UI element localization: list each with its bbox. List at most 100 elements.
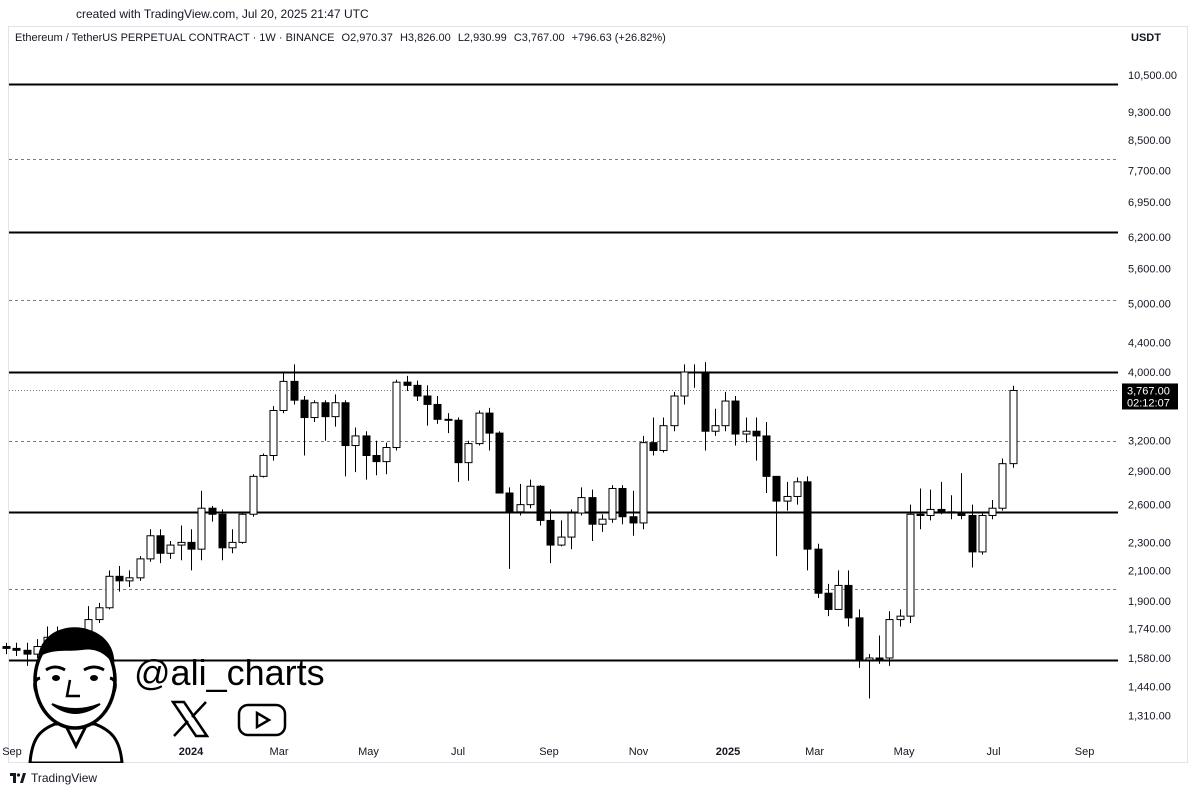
candle bbox=[772, 475, 781, 557]
candle-body-down bbox=[12, 647, 21, 651]
candle bbox=[865, 654, 874, 699]
candle bbox=[341, 400, 350, 477]
candle-body-down bbox=[844, 584, 853, 619]
x-tick-label: Jul bbox=[987, 746, 1001, 758]
y-tick-label: 2,300.00 bbox=[1128, 537, 1171, 549]
candle bbox=[855, 609, 864, 668]
ohlc-low: L2,930.99 bbox=[457, 32, 507, 44]
candle-body-up bbox=[896, 615, 905, 621]
candle bbox=[629, 490, 638, 536]
candle-body-up bbox=[926, 508, 935, 516]
x-tick-label: Jul bbox=[451, 746, 465, 758]
candle bbox=[978, 513, 987, 555]
candle bbox=[290, 364, 299, 405]
x-tick-label: Nov bbox=[629, 746, 649, 758]
candle-body-down bbox=[947, 511, 956, 514]
candle-body-up bbox=[464, 443, 473, 464]
candle-body-up bbox=[567, 512, 576, 538]
candle bbox=[321, 400, 330, 441]
candle bbox=[618, 485, 627, 525]
chart-pane[interactable] bbox=[8, 26, 1188, 763]
tradingview-brand-text: TradingView bbox=[31, 771, 98, 785]
candle bbox=[464, 440, 473, 481]
currency-label[interactable]: USDT bbox=[1131, 32, 1161, 44]
candle bbox=[906, 504, 915, 624]
candle bbox=[516, 484, 525, 516]
candle-series bbox=[2, 362, 1018, 699]
tradingview-brand[interactable]: TradingView bbox=[10, 771, 97, 785]
candle-body-down bbox=[413, 384, 422, 397]
candle-body-up bbox=[865, 657, 874, 661]
horizontal-levels bbox=[9, 83, 1118, 662]
candle bbox=[115, 566, 124, 592]
candle-body-down bbox=[403, 381, 412, 386]
candle-body-down bbox=[433, 403, 442, 420]
candle bbox=[824, 583, 833, 617]
candle-body-down bbox=[916, 513, 925, 516]
ohlc-close: C3,767.00 bbox=[513, 32, 565, 44]
candle-body-down bbox=[957, 512, 966, 516]
candle bbox=[526, 479, 535, 509]
candle bbox=[2, 642, 11, 655]
x-tick-label: Sep bbox=[1075, 746, 1095, 758]
y-tick-label: 3,200.00 bbox=[1128, 436, 1171, 448]
candle-body-down bbox=[218, 513, 227, 549]
candle-body-down bbox=[762, 435, 771, 477]
candle-body-up bbox=[978, 514, 987, 553]
created-with-caption: created with TradingView.com, Jul 20, 20… bbox=[76, 7, 369, 21]
candle-body-down bbox=[701, 372, 710, 432]
candle-body-up bbox=[125, 577, 134, 582]
candle-body-down bbox=[321, 402, 330, 418]
candle-body-up bbox=[577, 497, 586, 514]
candle bbox=[495, 431, 504, 494]
time-axis: SepNov2024MarMayJulSepNov2025MarMayJulSe… bbox=[2, 746, 1094, 758]
candle bbox=[690, 364, 699, 388]
candle-body-up bbox=[834, 584, 843, 610]
candle bbox=[546, 509, 555, 564]
candle-body-down bbox=[588, 497, 597, 525]
candle bbox=[228, 529, 237, 554]
candle bbox=[208, 505, 217, 522]
candle bbox=[382, 442, 391, 475]
candle bbox=[557, 520, 566, 547]
symbol-title[interactable]: Ethereum / TetherUS PERPETUAL CONTRACT ·… bbox=[15, 32, 335, 44]
candle-body-up bbox=[783, 495, 792, 502]
candle-body-up bbox=[793, 481, 802, 497]
candle bbox=[423, 385, 432, 426]
candle bbox=[310, 400, 319, 423]
candle-body-up bbox=[279, 380, 288, 411]
candle-body-up bbox=[197, 507, 206, 550]
candle-body-up bbox=[598, 518, 607, 525]
candle-body-down bbox=[618, 487, 627, 518]
y-tick-label: 2,600.00 bbox=[1128, 500, 1171, 512]
candle-body-down bbox=[546, 519, 555, 546]
candle bbox=[413, 380, 422, 402]
candle bbox=[567, 509, 576, 550]
candle-body-up bbox=[392, 381, 401, 449]
candle-body-up bbox=[249, 475, 258, 515]
candle-body-down bbox=[649, 442, 658, 451]
candle bbox=[362, 431, 371, 480]
candle-body-up bbox=[557, 536, 566, 546]
candle bbox=[701, 362, 710, 451]
price-tag-box bbox=[1122, 383, 1178, 410]
candle bbox=[957, 473, 966, 520]
candle-body-down bbox=[968, 514, 977, 553]
candle bbox=[670, 391, 679, 432]
candle bbox=[187, 529, 196, 571]
avatar-caricature bbox=[28, 627, 124, 763]
y-tick-label: 4,400.00 bbox=[1128, 338, 1171, 350]
candle-body-down bbox=[937, 508, 946, 513]
candle bbox=[485, 407, 494, 451]
y-tick-label: 8,500.00 bbox=[1128, 135, 1171, 147]
candle-body-up bbox=[177, 541, 186, 546]
x-tick-label: Sep bbox=[2, 746, 22, 758]
candle-body-down bbox=[423, 395, 432, 405]
candle bbox=[937, 481, 946, 515]
candle bbox=[536, 485, 545, 526]
candle bbox=[351, 427, 360, 473]
candle-body-up bbox=[711, 425, 720, 432]
watermark-handle: @ali_charts bbox=[134, 652, 325, 693]
candle bbox=[875, 635, 884, 664]
